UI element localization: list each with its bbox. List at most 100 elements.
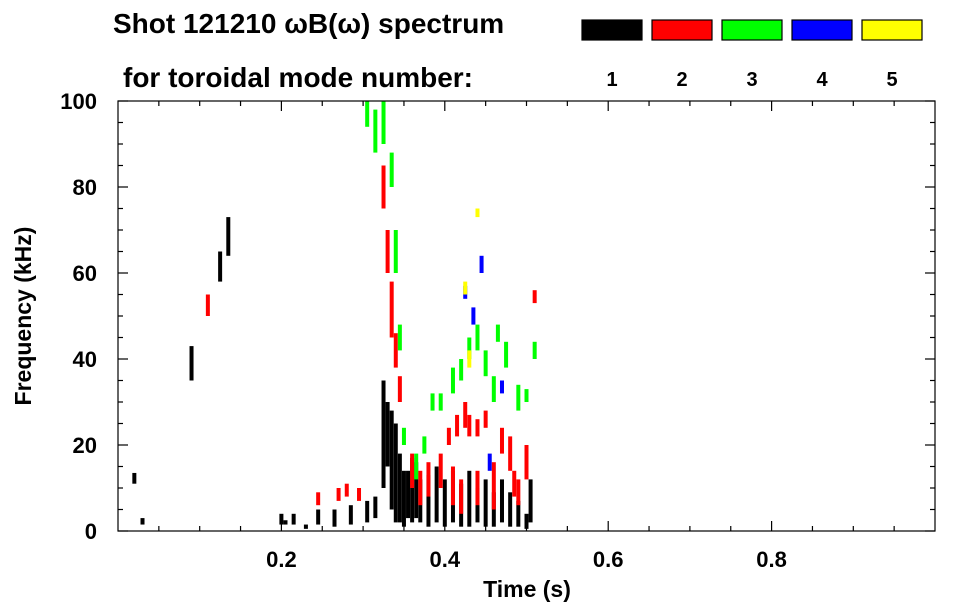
plot-data bbox=[132, 101, 537, 529]
y-axis-title: Frequency (kHz) bbox=[10, 227, 36, 406]
data-point-mode-3 bbox=[401, 427, 406, 445]
data-point-mode-1 bbox=[410, 457, 415, 523]
data-point-mode-1 bbox=[467, 470, 472, 527]
data-point-mode-3 bbox=[459, 359, 464, 381]
data-point-mode-2 bbox=[463, 402, 468, 428]
data-point-mode-5 bbox=[467, 350, 472, 368]
data-point-mode-2 bbox=[389, 281, 394, 338]
data-point-mode-1 bbox=[434, 466, 439, 523]
y-tick-label: 20 bbox=[73, 433, 97, 458]
data-point-mode-3 bbox=[475, 324, 480, 351]
data-point-mode-1 bbox=[401, 470, 406, 527]
data-point-mode-3 bbox=[389, 152, 394, 187]
data-point-mode-1 bbox=[397, 453, 402, 523]
data-point-mode-2 bbox=[516, 479, 521, 506]
data-point-mode-2 bbox=[385, 230, 390, 273]
data-point-mode-5 bbox=[475, 208, 480, 218]
data-point-mode-2 bbox=[205, 294, 210, 316]
legend-label-mode-1: 1 bbox=[606, 69, 617, 91]
data-point-mode-2 bbox=[512, 470, 517, 497]
data-point-mode-2 bbox=[438, 453, 443, 488]
data-point-mode-2 bbox=[450, 466, 455, 506]
data-point-mode-2 bbox=[357, 488, 362, 501]
data-point-mode-3 bbox=[438, 393, 443, 411]
data-point-mode-3 bbox=[397, 324, 402, 351]
data-point-mode-1 bbox=[226, 217, 231, 256]
data-point-mode-1 bbox=[483, 479, 488, 527]
data-point-mode-3 bbox=[491, 376, 496, 402]
legend-swatch-mode-1 bbox=[581, 19, 643, 41]
data-point-mode-3 bbox=[495, 324, 500, 342]
data-point-mode-3 bbox=[381, 101, 386, 144]
data-point-mode-2 bbox=[524, 445, 529, 480]
data-point-mode-1 bbox=[140, 518, 145, 525]
series-mode-2 bbox=[205, 165, 537, 514]
data-point-mode-5 bbox=[463, 281, 468, 295]
data-point-mode-2 bbox=[459, 479, 464, 514]
data-point-mode-1 bbox=[132, 472, 137, 484]
data-point-mode-2 bbox=[418, 470, 423, 506]
legend-swatch-mode-2 bbox=[651, 19, 713, 41]
data-point-mode-3 bbox=[483, 350, 488, 377]
data-point-mode-1 bbox=[332, 509, 337, 527]
y-tick-label: 60 bbox=[73, 261, 97, 286]
data-point-mode-3 bbox=[467, 337, 472, 359]
data-point-mode-1 bbox=[303, 524, 308, 529]
y-tick-label: 0 bbox=[85, 519, 97, 544]
data-point-mode-1 bbox=[279, 513, 284, 525]
data-point-mode-3 bbox=[365, 101, 370, 127]
data-point-mode-2 bbox=[491, 462, 496, 510]
x-tick-label: 0.2 bbox=[266, 547, 297, 572]
legend-swatch-mode-3 bbox=[721, 19, 783, 41]
data-point-mode-4 bbox=[487, 453, 492, 471]
data-point-mode-3 bbox=[504, 341, 509, 368]
axis-ticks: 0.2 0.4 0.6 0.8 0 20 40 60 80 100 bbox=[60, 89, 935, 572]
series-mode-3 bbox=[365, 101, 537, 480]
data-point-mode-2 bbox=[381, 165, 386, 209]
data-point-mode-1 bbox=[475, 488, 480, 523]
data-point-mode-2 bbox=[532, 290, 537, 304]
data-point-mode-2 bbox=[483, 410, 488, 428]
data-point-mode-1 bbox=[385, 402, 390, 467]
data-point-mode-3 bbox=[373, 109, 378, 153]
legend-label-mode-3: 3 bbox=[746, 69, 757, 91]
data-point-mode-1 bbox=[442, 479, 447, 527]
data-point-mode-4 bbox=[479, 255, 484, 273]
data-point-mode-2 bbox=[467, 414, 472, 437]
data-point-mode-3 bbox=[430, 393, 435, 411]
x-tick-label: 0.4 bbox=[430, 547, 461, 572]
data-point-mode-4 bbox=[471, 307, 476, 325]
y-tick-label: 40 bbox=[73, 347, 97, 372]
data-point-mode-1 bbox=[414, 462, 419, 519]
y-tick-label: 80 bbox=[73, 175, 97, 200]
data-point-mode-1 bbox=[499, 479, 504, 523]
data-point-mode-1 bbox=[528, 479, 533, 523]
data-point-mode-2 bbox=[393, 333, 398, 368]
legend-label-mode-5: 5 bbox=[886, 69, 897, 91]
data-point-mode-2 bbox=[475, 470, 480, 506]
data-point-mode-2 bbox=[426, 462, 431, 497]
series-mode-1 bbox=[132, 217, 533, 529]
data-point-mode-2 bbox=[410, 453, 415, 488]
data-point-mode-2 bbox=[508, 436, 513, 471]
data-point-mode-4 bbox=[499, 380, 504, 394]
data-point-mode-1 bbox=[365, 500, 370, 523]
data-point-mode-1 bbox=[516, 500, 521, 527]
data-point-mode-1 bbox=[508, 492, 513, 527]
x-axis-title: Time (s) bbox=[483, 576, 571, 602]
data-point-mode-1 bbox=[218, 251, 223, 282]
data-point-mode-1 bbox=[189, 346, 194, 381]
legend-label-mode-2: 2 bbox=[676, 69, 687, 91]
data-point-mode-3 bbox=[450, 367, 455, 394]
x-tick-label: 0.6 bbox=[593, 547, 624, 572]
data-point-mode-1 bbox=[381, 380, 386, 488]
data-point-mode-3 bbox=[516, 384, 521, 411]
data-point-mode-3 bbox=[393, 230, 398, 273]
data-point-mode-2 bbox=[336, 488, 341, 501]
data-point-mode-3 bbox=[524, 389, 529, 402]
data-point-mode-1 bbox=[316, 509, 321, 525]
data-point-mode-2 bbox=[316, 492, 321, 506]
data-point-mode-3 bbox=[422, 436, 427, 454]
data-point-mode-1 bbox=[524, 513, 529, 529]
data-point-mode-1 bbox=[283, 520, 288, 525]
